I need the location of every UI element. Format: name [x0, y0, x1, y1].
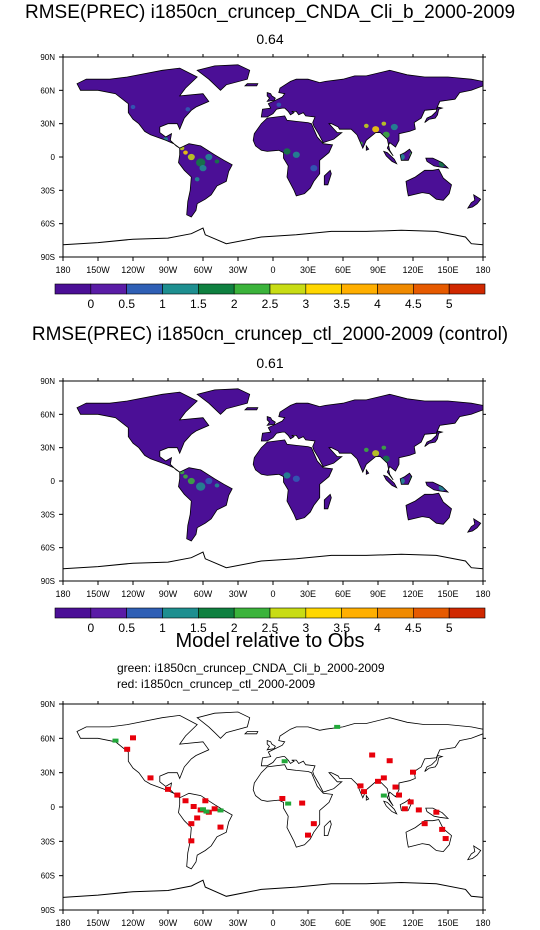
p3-red-cell-7 [202, 798, 208, 803]
p3-red-cell-31 [393, 785, 399, 790]
p3-ylabel-6: 90S [41, 906, 55, 915]
p3-red-cell-0 [183, 798, 189, 803]
p3-ylabel-3: 0 [51, 803, 56, 812]
p3-xlabel-5: 30W [229, 918, 248, 928]
p3-red-cell-9 [165, 787, 171, 792]
p3-red-cell-28 [443, 836, 449, 841]
p3-ylabel-5: 60S [41, 872, 55, 881]
p3-xlabel-8: 60E [335, 918, 351, 928]
p3-green-cell-2 [218, 808, 224, 812]
p3-red-cell-26 [422, 821, 428, 826]
p3-red-cell-25 [433, 810, 439, 815]
p3-red-cell-18 [305, 833, 311, 838]
p3-xlabel-0: 180 [55, 918, 70, 928]
p3-red-cell-13 [188, 838, 194, 843]
p3-red-cell-32 [387, 758, 393, 763]
p3-red-cell-16 [299, 801, 305, 806]
p3-green-cell-1 [204, 810, 210, 814]
p3-xlabel-6: 0 [270, 918, 275, 928]
p3-red-cell-5 [212, 806, 218, 811]
p3-xlabel-3: 90W [159, 918, 178, 928]
p3-red-cell-27 [439, 827, 445, 832]
p3-red-cell-14 [218, 825, 224, 830]
p3-green-cell-6 [334, 725, 340, 729]
p3-red-cell-8 [174, 793, 180, 798]
p3-green-cell-3 [113, 739, 119, 743]
p3-red-cell-21 [410, 770, 416, 775]
p3-red-cell-24 [416, 807, 422, 812]
p3-red-cell-20 [375, 779, 381, 784]
p3-xlabel-2: 120W [121, 918, 145, 928]
p3-red-cell-30 [361, 789, 367, 794]
p3-xlabel-9: 90E [370, 918, 386, 928]
p3-green-cell-5 [381, 794, 387, 798]
p3-green-cell-7 [282, 759, 288, 763]
p3-xlabel-11: 150E [437, 918, 458, 928]
p3-red-cell-23 [408, 799, 414, 804]
p3-red-cell-4 [194, 815, 200, 820]
p3-green-cell-4 [285, 802, 291, 806]
p3-xlabel-12: 180 [475, 918, 490, 928]
p3-red-cell-29 [358, 783, 364, 788]
p3-xlabel-7: 30E [300, 918, 316, 928]
p3-xlabel-10: 120E [402, 918, 423, 928]
p3-ylabel-1: 60N [40, 734, 55, 743]
p3-red-cell-6 [188, 821, 194, 826]
p3-red-cell-12 [130, 735, 136, 740]
p3-red-cell-19 [381, 775, 387, 780]
p3-ylabel-0: 90N [40, 700, 55, 709]
p3-red-cell-22 [396, 793, 402, 798]
p3-ylabel-4: 30S [41, 837, 55, 846]
p3-ylabel-2: 30N [40, 769, 55, 778]
p3-red-cell-1 [191, 804, 197, 809]
p3-red-cell-10 [148, 775, 154, 780]
p3-xlabel-4: 60W [194, 918, 213, 928]
p3-red-cell-17 [311, 821, 317, 826]
p3-red-cell-33 [369, 753, 375, 758]
p3-red-cell-34 [402, 806, 408, 811]
p3-red-cell-11 [124, 747, 130, 752]
p3-red-cell-15 [279, 796, 285, 801]
p3-xlabel-1: 150W [86, 918, 110, 928]
p3-ocean [63, 704, 483, 910]
